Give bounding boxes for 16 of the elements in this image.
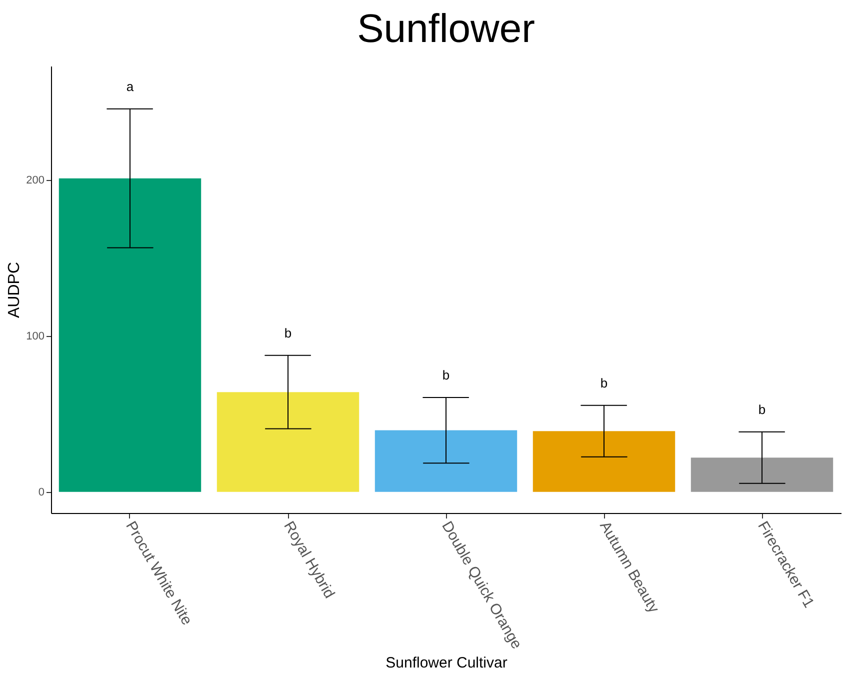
- chart-title: Sunflower: [357, 7, 535, 51]
- y-tick-label: 0: [38, 486, 44, 498]
- annotation: b: [758, 402, 766, 417]
- bar: [58, 178, 202, 492]
- bar: [690, 458, 834, 492]
- y-axis-title: AUDPC: [6, 262, 24, 318]
- bar: [216, 392, 360, 492]
- annotation: b: [284, 325, 292, 340]
- y-tick-label: 100: [26, 330, 44, 342]
- x-axis-title: Sunflower Cultivar: [386, 654, 508, 672]
- bar: [374, 430, 518, 492]
- annotation: a: [126, 78, 134, 94]
- annotation: b: [600, 375, 608, 390]
- bar: [532, 431, 676, 492]
- y-tick-label: 200: [26, 174, 44, 186]
- annotation: b: [442, 368, 450, 383]
